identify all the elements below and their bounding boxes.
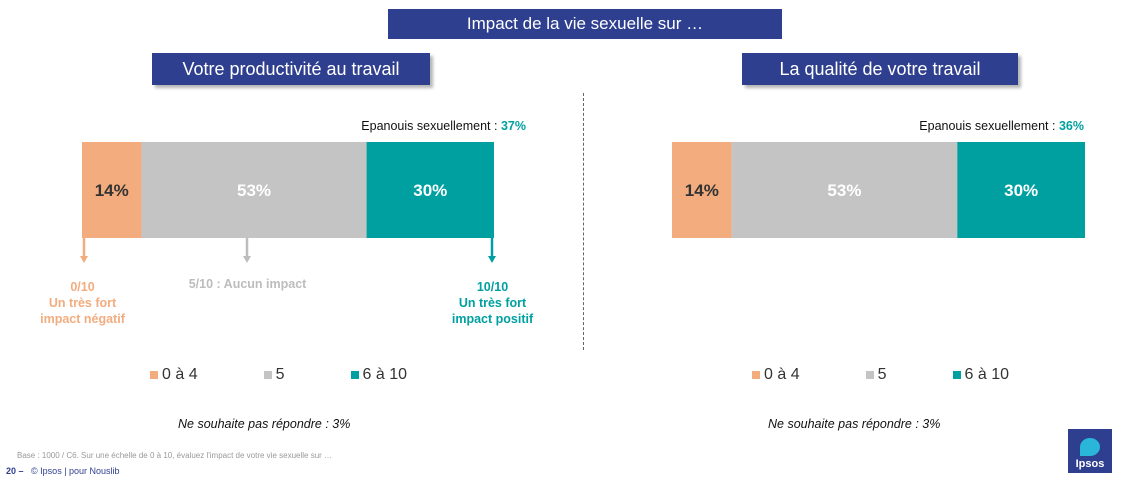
bar-segment-mid <box>731 142 958 238</box>
annotation-arrow-head <box>488 256 496 263</box>
legend-label: 5 <box>877 366 887 383</box>
epanouis-value: 36% <box>1058 119 1084 133</box>
ipsos-logo: Ipsos <box>1068 429 1112 473</box>
bar-value-label: 14% <box>685 181 719 200</box>
page-title: Impact de la vie sexuelle sur … <box>388 9 782 39</box>
page-number: 20 – <box>6 466 24 476</box>
bar-value-label: 53% <box>237 181 271 200</box>
epanouis-value: 37% <box>500 119 526 133</box>
annotation-high: 10/10 Un très fort impact positif <box>430 279 555 327</box>
divider-line <box>583 93 584 350</box>
no-answer-note-right: Ne souhaite pas répondre : 3% <box>768 417 941 431</box>
bar-value-label: 30% <box>1004 181 1038 200</box>
annotation-low-line1: 0/10 <box>70 280 95 294</box>
legend-left: 0 à 4 5 6 à 10 <box>150 366 407 384</box>
legend-swatch-grey <box>263 371 272 379</box>
annotation-low-line3: impact négatif <box>40 312 125 326</box>
epanouis-text: Epanouis sexuellement : <box>361 119 498 133</box>
legend-label: 0 à 4 <box>764 366 800 383</box>
annotation-high-line2: Un très fort <box>458 296 527 310</box>
annotation-mid: 5/10 : Aucun impact <box>160 276 335 292</box>
bar-segment-high <box>957 142 1085 238</box>
annotation-mid-line: 5/10 : Aucun impact <box>188 277 307 291</box>
legend-label: 5 <box>275 366 285 383</box>
bar-value-label: 14% <box>95 181 129 200</box>
annotation-low-line2: Un très fort <box>48 296 117 310</box>
bar-value-label: 53% <box>827 181 861 200</box>
footer-base-note: Base : 1000 / C6. Sur une échelle de 0 à… <box>17 451 333 460</box>
logo-text: Ipsos <box>1075 458 1105 470</box>
legend-right: 0 à 4 5 6 à 10 <box>752 366 1009 384</box>
legend-swatch-teal <box>350 371 359 379</box>
legend-swatch-teal <box>952 371 961 379</box>
bar-segment-low <box>82 142 142 238</box>
annotation-low: 0/10 Un très fort impact négatif <box>20 279 145 327</box>
legend-swatch-orange <box>752 371 760 379</box>
legend-label: 0 à 4 <box>162 366 198 383</box>
legend-swatch-orange <box>150 371 158 379</box>
epanouis-label-left: Epanouis sexuellement : 37% <box>330 119 526 133</box>
epanouis-text: Epanouis sexuellement : <box>919 119 1056 133</box>
no-answer-note-left: Ne souhaite pas répondre : 3% <box>178 417 351 431</box>
annotation-arrow-head <box>243 256 251 263</box>
legend-label: 6 à 10 <box>964 366 1009 383</box>
epanouis-label-right: Epanouis sexuellement : 36% <box>888 119 1084 133</box>
bar-segment-low <box>672 142 732 238</box>
chart-title-productivite: Votre productivité au travail <box>152 53 430 85</box>
footer-page: 20 – © Ipsos | pour Nouslib <box>6 466 120 476</box>
annotation-high-line3: impact positif <box>451 312 534 326</box>
bar-segment-high <box>366 142 494 238</box>
bar-value-label: 30% <box>413 181 447 200</box>
logo-drop-icon <box>1080 438 1100 456</box>
footer-copyright: © Ipsos | pour Nouslib <box>31 466 120 476</box>
legend-swatch-grey <box>865 371 874 379</box>
annotation-arrow-head <box>80 256 88 263</box>
bar-segment-mid <box>141 142 367 238</box>
chart-title-qualite: La qualité de votre travail <box>742 53 1018 85</box>
annotation-high-line1: 10/10 <box>476 280 509 294</box>
legend-label: 6 à 10 <box>362 366 407 383</box>
